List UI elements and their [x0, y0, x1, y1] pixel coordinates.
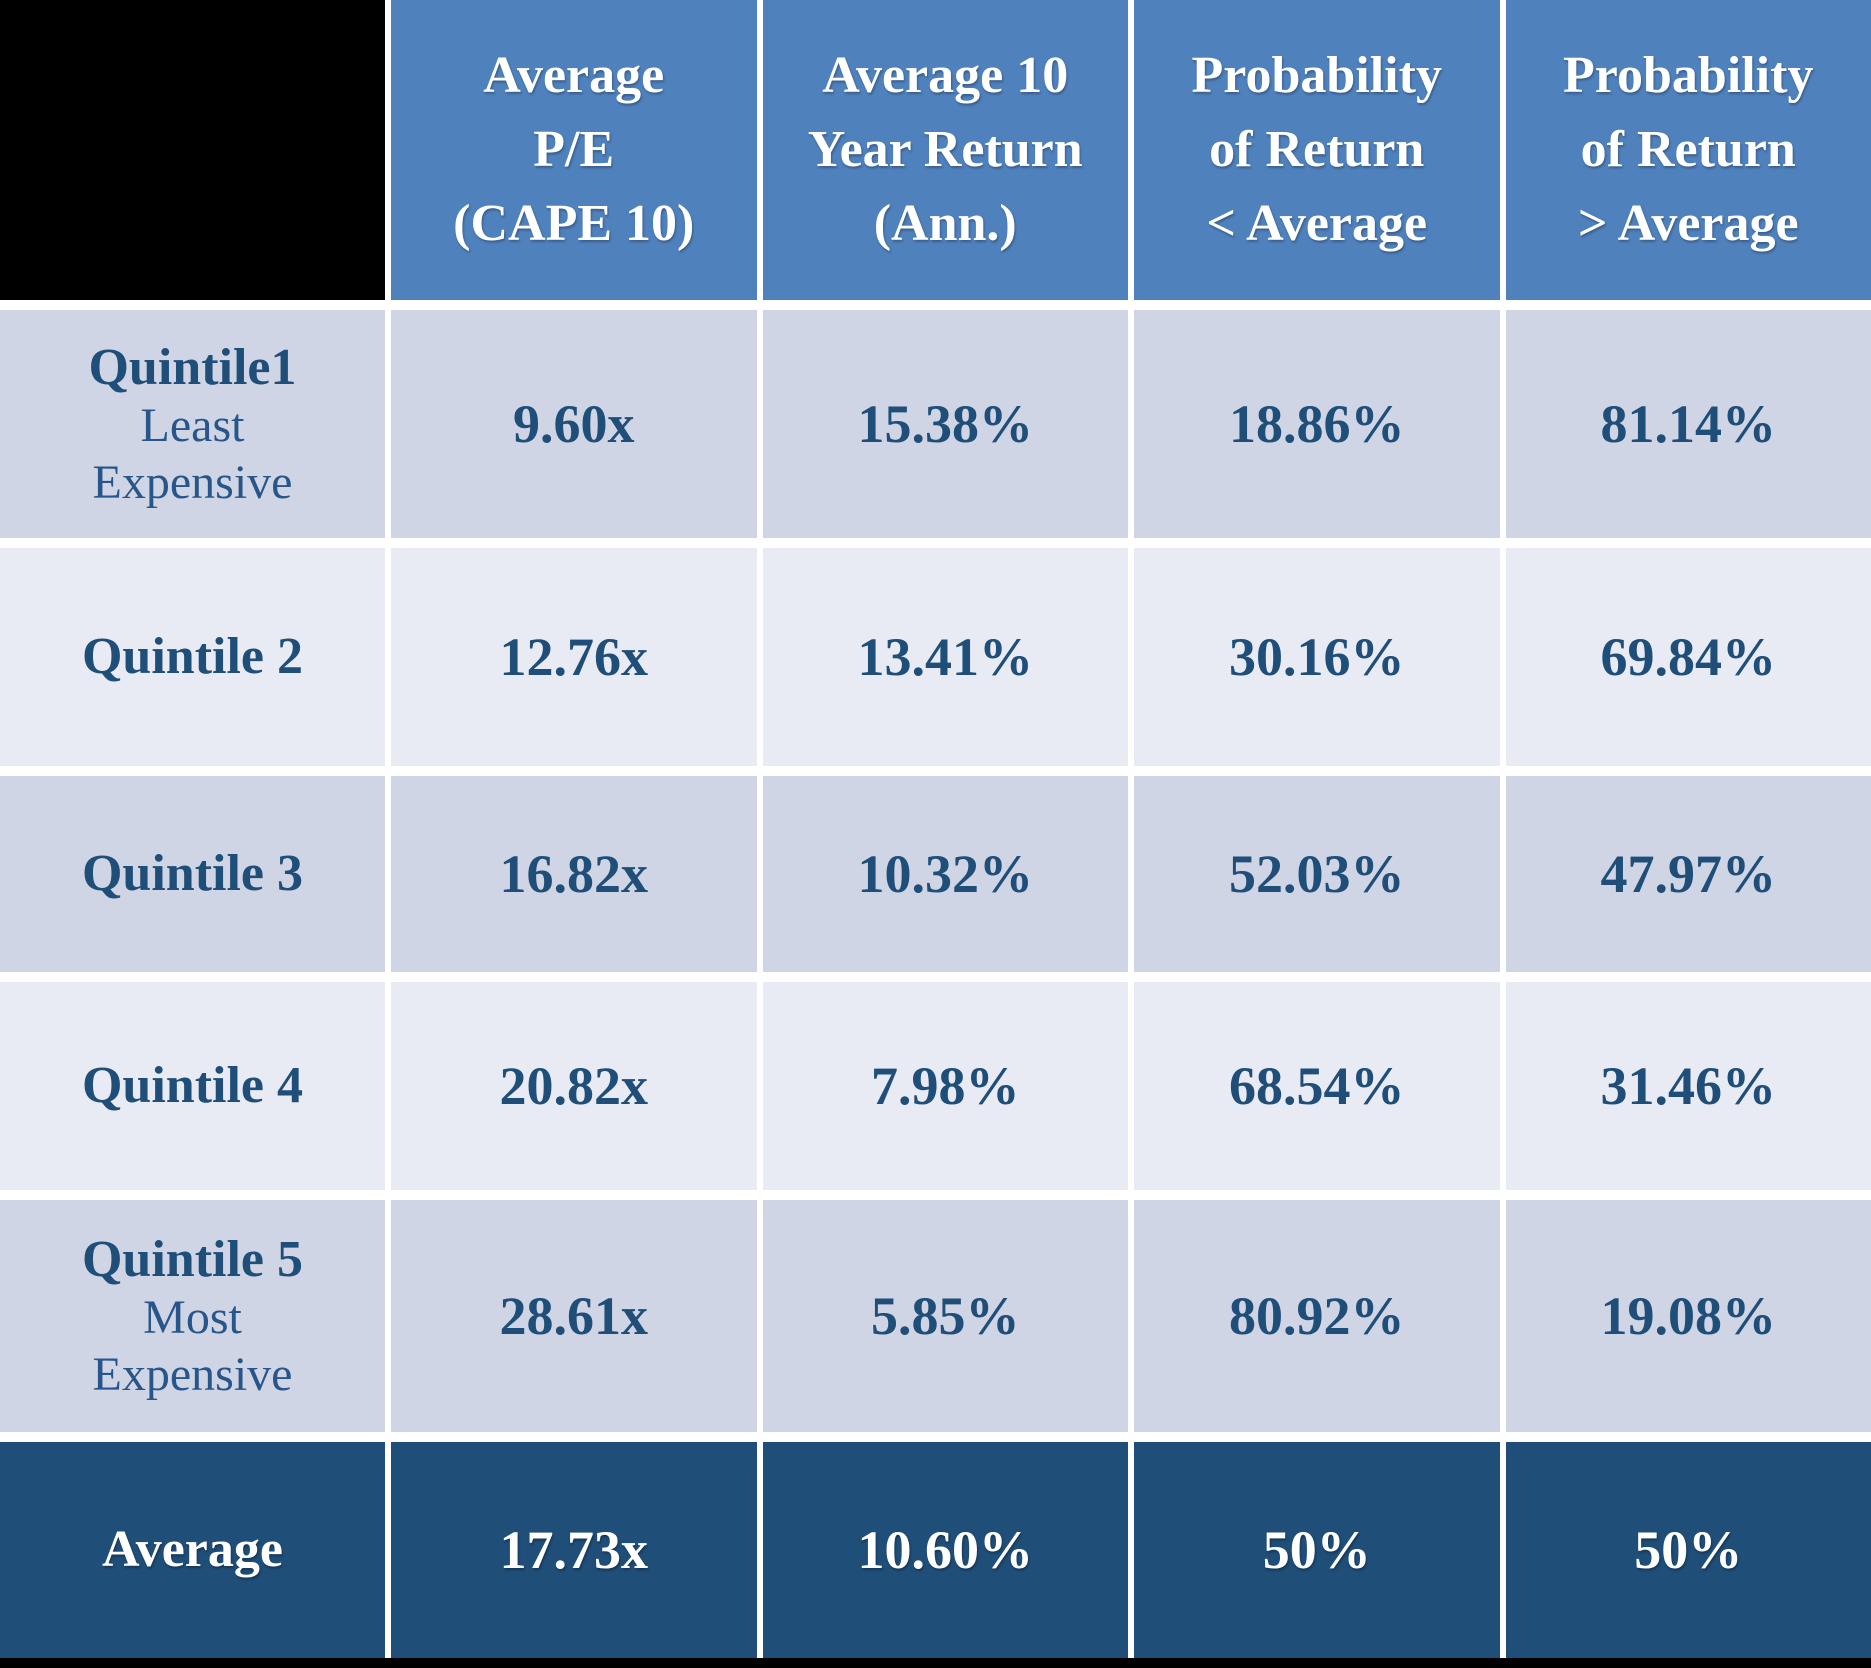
- bottom-black-bar: [0, 1658, 1871, 1668]
- value: 9.60x: [513, 394, 635, 454]
- cell-avg-pe: 17.73x: [391, 1442, 757, 1658]
- value: 20.82x: [499, 1056, 649, 1116]
- row-label-sub: Least Expensive: [92, 399, 293, 509]
- value: 7.98%: [871, 1056, 1020, 1116]
- cell-q2-prob-below: 30.16%: [1134, 548, 1500, 766]
- value: 5.85%: [871, 1286, 1020, 1346]
- value: 28.61x: [499, 1286, 649, 1346]
- value: 18.86%: [1229, 394, 1405, 454]
- cell-q3-return: 10.32%: [762, 776, 1128, 972]
- value: 15.38%: [857, 394, 1034, 454]
- cell-q2-pe: 12.76x: [391, 548, 757, 766]
- cell-q4-return: 7.98%: [762, 982, 1128, 1190]
- value: 47.97%: [1600, 844, 1777, 904]
- row-label-quintile-3: Quintile 3: [0, 776, 385, 972]
- value: 80.92%: [1229, 1286, 1405, 1346]
- value: 10.60%: [857, 1520, 1034, 1580]
- col-header-10yr-return: Average 10 Year Return (Ann.): [762, 0, 1128, 300]
- col-header-average-pe: Average P/E (CAPE 10): [391, 0, 757, 300]
- row-label-sub: Most Expensive: [92, 1291, 293, 1401]
- cell-q1-pe: 9.60x: [391, 310, 757, 538]
- cell-q4-prob-below: 68.54%: [1134, 982, 1500, 1190]
- cell-q3-prob-below: 52.03%: [1134, 776, 1500, 972]
- cell-q5-prob-below: 80.92%: [1134, 1200, 1500, 1432]
- col-header-prob-below-average: Probability of Return < Average: [1134, 0, 1500, 300]
- value: 10.32%: [857, 844, 1034, 904]
- row-label-quintile-4: Quintile 4: [0, 982, 385, 1190]
- cell-avg-prob-above: 50%: [1505, 1442, 1871, 1658]
- value: 31.46%: [1600, 1056, 1777, 1116]
- row-label-main: Quintile 4: [81, 1057, 304, 1115]
- row-label-main: Quintile 3: [81, 845, 304, 903]
- row-label-quintile-5: Quintile 5 Most Expensive: [0, 1200, 385, 1432]
- row-label-main: Average: [102, 1521, 283, 1579]
- value: 19.08%: [1600, 1286, 1777, 1346]
- cell-q1-prob-above: 81.14%: [1505, 310, 1871, 538]
- cell-q1-return: 15.38%: [762, 310, 1128, 538]
- value: 30.16%: [1229, 627, 1405, 687]
- value: 68.54%: [1229, 1056, 1405, 1116]
- value: 17.73x: [499, 1520, 649, 1580]
- value: 81.14%: [1600, 394, 1777, 454]
- row-label-main: Quintile1: [88, 338, 297, 396]
- cell-q3-pe: 16.82x: [391, 776, 757, 972]
- row-label-quintile-1: Quintile1 Least Expensive: [0, 310, 385, 538]
- value: 50%: [1634, 1520, 1743, 1580]
- cell-q1-prob-below: 18.86%: [1134, 310, 1500, 538]
- row-label-main: Quintile 5: [81, 1230, 304, 1288]
- value: 13.41%: [857, 627, 1034, 687]
- cell-q3-prob-above: 47.97%: [1505, 776, 1871, 972]
- value: 69.84%: [1600, 627, 1777, 687]
- cell-q5-prob-above: 19.08%: [1505, 1200, 1871, 1432]
- value: 16.82x: [499, 844, 649, 904]
- cell-q4-prob-above: 31.46%: [1505, 982, 1871, 1190]
- cell-avg-return: 10.60%: [762, 1442, 1128, 1658]
- row-label-main: Quintile 2: [81, 628, 304, 686]
- value: 12.76x: [499, 627, 649, 687]
- row-label-quintile-2: Quintile 2: [0, 548, 385, 766]
- value: 50%: [1262, 1520, 1371, 1580]
- corner-blank-cell: [0, 0, 385, 300]
- cell-avg-prob-below: 50%: [1134, 1442, 1500, 1658]
- col-header-prob-above-average: Probability of Return > Average: [1505, 0, 1871, 300]
- cell-q2-return: 13.41%: [762, 548, 1128, 766]
- cell-q5-return: 5.85%: [762, 1200, 1128, 1432]
- cell-q4-pe: 20.82x: [391, 982, 757, 1190]
- cell-q2-prob-above: 69.84%: [1505, 548, 1871, 766]
- footer-label-average: Average: [0, 1442, 385, 1658]
- cell-q5-pe: 28.61x: [391, 1200, 757, 1432]
- value: 52.03%: [1229, 844, 1405, 904]
